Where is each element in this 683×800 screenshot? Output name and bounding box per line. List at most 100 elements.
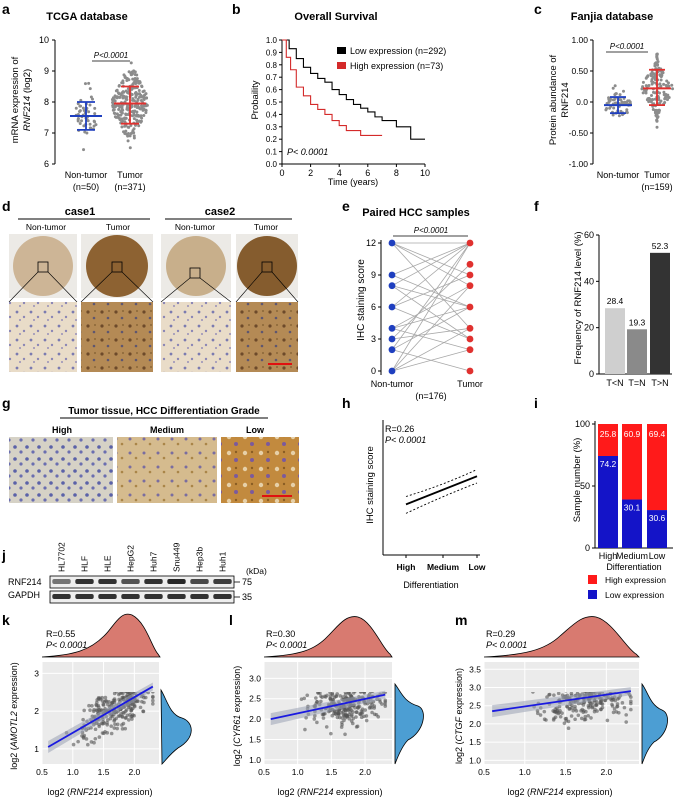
p-value: P< 0.0001 [46,640,87,650]
fit-line [270,693,386,721]
data-point [611,113,615,117]
zoom-box [261,261,273,273]
data-point [370,710,374,715]
data-point [89,95,93,99]
regression-line [405,469,478,514]
x-tick-label: 10 [420,168,430,178]
lane-labels: HL7702 HLF HLE HepG2 Huh7 Snu449 Hep3b Huh1 [57,542,228,572]
data-point [613,698,618,703]
data-point [605,107,609,111]
data-point [666,81,670,85]
data-point [349,719,354,723]
chart-title: TCGA database [46,11,128,23]
x-tick-label: 0.5 [36,767,48,777]
band-gapdh [167,594,186,599]
data-point [535,711,540,716]
data-point [106,702,110,707]
data-point [123,726,128,731]
data-point [71,742,76,747]
band-rnf214 [75,579,94,584]
data-point [564,692,568,693]
zoom-line [8,271,39,303]
data-point [544,718,548,722]
data-point [97,735,102,739]
data-point [118,692,122,696]
pair-line [391,327,471,372]
data-point [603,698,607,703]
data-point [131,77,135,81]
pair-line [391,306,471,340]
axis-ticks: 0.5 1.0 1.5 2.0 1 2 3 [34,668,140,777]
x-tick-label: 2.0 [359,767,371,777]
case-title: case2 [205,206,236,218]
panel-c: c Fanjia database Protein abundance of R… [534,1,675,192]
data-point [118,714,122,718]
pair-line [391,274,471,308]
data-point [662,90,666,94]
y-tick-label: 9 [44,66,49,76]
data-point [653,64,657,68]
data-point [611,86,615,90]
data-point [363,708,368,712]
data-point [622,705,627,710]
data-point [94,702,98,707]
bars: 28.4 T<N 19.3 T=N 52.3 T>N [605,241,670,388]
y-tick-label: 12 [366,238,376,248]
nontumor-dot [388,335,396,343]
data-point [560,711,564,715]
tma-core-image [86,235,148,297]
data-point [590,701,595,705]
data-point [650,73,654,77]
data-point [312,717,317,721]
y-tick-label: 0.2 [266,135,278,144]
data-point [337,715,342,720]
data-point [125,98,129,102]
y-axis-label-gene: RNF214 [560,82,571,117]
bar-value-label: 30.6 [649,513,666,523]
y-axis-label: IHC staining score [356,259,367,341]
data-point [88,122,92,126]
data-point [607,97,611,101]
data-point [646,74,650,78]
tissue-label: Non-tumor [175,222,215,232]
data-point [360,707,365,711]
band-rnf214 [190,579,209,584]
marker-label: 75 [242,577,252,587]
micrograph [9,437,113,503]
nontumor-dot [388,324,396,332]
y-ticks: -1.00 -0.50 0.0 0.50 1.00 [569,35,593,169]
pair-line [391,349,471,372]
panel-b: b Overall Survival Probaility 0.00.10.20… [232,1,446,187]
data-point [651,90,655,94]
y-tick-label: 0.6 [266,86,278,95]
y-axis-label: log2 (CTGF expression) [454,668,464,764]
data-point [337,708,342,713]
data-point [74,106,78,110]
data-point [78,121,82,125]
nontumor-dot [388,282,396,290]
data-point [644,84,648,88]
data-point [658,101,662,105]
data-point [598,700,602,705]
data-point [651,98,655,102]
blot-row-label: RNF214 [8,577,42,587]
y-tick-label: 1.0 [266,36,278,45]
y-tick-label: 3.0 [469,683,481,693]
data-point [115,112,119,116]
data-point [121,94,125,98]
data-point [650,94,654,98]
data-point [109,724,114,728]
data-point [324,725,329,729]
y-tick-label: 2.5 [469,701,481,711]
data-point [101,703,106,707]
data-point [620,701,625,705]
y-tick-label: 6 [371,302,376,312]
data-point [131,713,135,717]
ci-upper [405,469,478,497]
lane-label: Huh1 [218,551,228,572]
data-point [336,711,341,716]
legend-swatch-low-box [337,47,346,54]
data-point [126,134,130,138]
legend-swatch-low [588,590,597,599]
pair-line [391,285,471,340]
